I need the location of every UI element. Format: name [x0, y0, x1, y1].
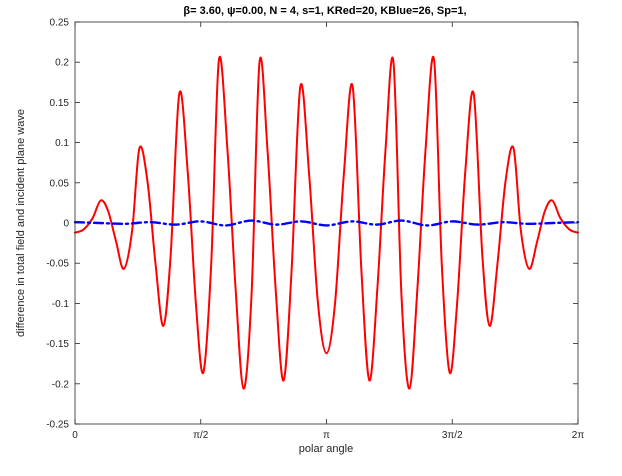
chart-title: β= 3.60, ψ=0.00, N = 4, s=1, KRed=20, KB… — [183, 5, 466, 17]
x-tick-label: 2π — [572, 430, 585, 441]
x-tick-label: 3π/2 — [442, 430, 463, 441]
y-tick-label: -0.2 — [52, 379, 70, 390]
y-tick-label: 0.1 — [55, 138, 69, 149]
y-tick-label: -0.15 — [46, 339, 69, 350]
series-line-2 — [73, 219, 580, 227]
x-tick-label: π — [323, 430, 330, 441]
x-tick-label: 0 — [72, 430, 78, 441]
y-axis-ticks: -0.25 -0.2 -0.15 -0.1 -0.05 0 0.05 0.1 0.15 0.2 0.… — [46, 18, 578, 431]
y-tick-label: -0.1 — [52, 299, 70, 310]
series-line-1 — [74, 55, 579, 390]
y-tick-label: 0.2 — [55, 58, 69, 69]
x-axis-label: polar angle — [299, 443, 353, 455]
y-tick-label: 0 — [63, 219, 69, 230]
series-layer — [73, 55, 580, 390]
x-axis-ticks: 0 π/2 π 3π/2 2π — [72, 22, 584, 441]
y-tick-label: 0.25 — [50, 18, 70, 29]
y-tick-label: -0.25 — [46, 420, 69, 431]
x-tick-label: π/2 — [193, 430, 209, 441]
y-axis-label: difference in total field and incident p… — [15, 109, 27, 337]
y-tick-label: 0.15 — [50, 98, 70, 109]
y-tick-label: -0.05 — [46, 259, 69, 270]
y-tick-label: 0.05 — [50, 178, 70, 189]
